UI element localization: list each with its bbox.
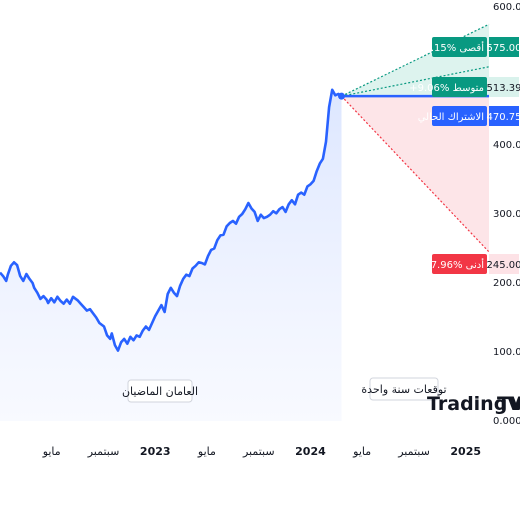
price-area — [0, 89, 342, 422]
badge-current: الاشتراك الحالي 470.75 — [418, 106, 520, 126]
x-tick-label: مايو — [352, 445, 371, 458]
y-tick-label: 300.00 — [493, 209, 520, 220]
y-tick-label: 200.00 — [493, 278, 520, 289]
badge-low: -47.96% أدنى 245.00 — [421, 254, 520, 274]
badge-low-value: 245.00 — [487, 260, 520, 271]
forecast-layer — [341, 23, 490, 253]
x-tick-label: مايو — [42, 445, 61, 458]
area-layer — [0, 89, 342, 422]
badge-average-value: 513.39 — [487, 83, 520, 94]
forecast-average-line — [341, 66, 490, 97]
badge-low-text: -47.96% أدنى — [421, 258, 484, 271]
x-tick-label: سبتمبر — [242, 445, 275, 458]
badge-high-value: 575.00 — [487, 43, 520, 54]
period-label-past: العامان الماضيان — [122, 379, 198, 403]
x-tick-label: مايو — [197, 445, 216, 458]
badge-current-value: 470.75 — [487, 112, 520, 123]
y-tick-label: 100.00 — [493, 347, 520, 358]
y-axis: 600.00 400.00 300.00 200.00 100.00 0.0000 — [493, 2, 520, 427]
tradingview-watermark: TradingView TV — [427, 393, 520, 415]
x-tick-year: 2025 — [450, 445, 481, 458]
y-tick-label: 600.00 — [493, 2, 520, 13]
x-tick-label: سبتمبر — [397, 445, 430, 458]
period-label-future: توقعات سنة واحدة — [361, 377, 447, 401]
forecast-downside-area — [341, 96, 489, 252]
line-layer — [0, 88, 346, 352]
last-price-dot — [338, 92, 346, 100]
price-line — [0, 88, 343, 352]
x-axis: مايو سبتمبر 2023 مايو سبتمبر 2024 مايو سبتمبر 20… — [42, 445, 481, 458]
tradingview-logo-icon: TV — [497, 393, 520, 415]
x-tick-year: 2023 — [140, 445, 171, 458]
period-label-past-text: العامان الماضيان — [122, 385, 198, 398]
watermark-text: TradingView — [427, 393, 520, 415]
badge-average: +9.06% متوسط 513.39 — [409, 77, 520, 97]
y-tick-label: 400.00 — [493, 140, 520, 151]
badge-high: +22.15% أقصى 575.00 — [410, 37, 520, 57]
y-tick-label: 0.0000 — [493, 416, 520, 427]
badge-high-text: +22.15% أقصى — [410, 41, 484, 54]
period-label-future-text: توقعات سنة واحدة — [361, 383, 446, 396]
x-tick-label: سبتمبر — [87, 445, 120, 458]
forecast-high-line — [341, 23, 490, 97]
badge-current-text: الاشتراك الحالي — [418, 112, 484, 123]
x-tick-year: 2024 — [295, 445, 326, 458]
badge-average-text: +9.06% متوسط — [409, 83, 484, 94]
